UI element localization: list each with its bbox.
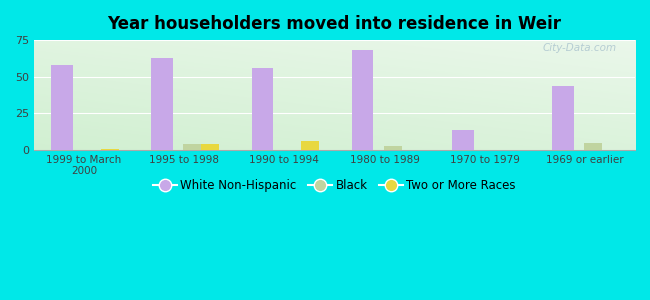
- Bar: [151, 58, 173, 150]
- Bar: [101, 148, 119, 150]
- Bar: [302, 141, 319, 150]
- Bar: [452, 130, 474, 150]
- Bar: [252, 68, 273, 150]
- Text: City-Data.com: City-Data.com: [543, 44, 617, 53]
- Title: Year householders moved into residence in Weir: Year householders moved into residence i…: [107, 15, 562, 33]
- Bar: [51, 65, 73, 150]
- Bar: [584, 143, 602, 150]
- Bar: [202, 144, 219, 150]
- Bar: [352, 50, 373, 150]
- Bar: [183, 144, 202, 150]
- Bar: [384, 146, 402, 150]
- Bar: [552, 85, 574, 150]
- Legend: White Non-Hispanic, Black, Two or More Races: White Non-Hispanic, Black, Two or More R…: [148, 174, 521, 197]
